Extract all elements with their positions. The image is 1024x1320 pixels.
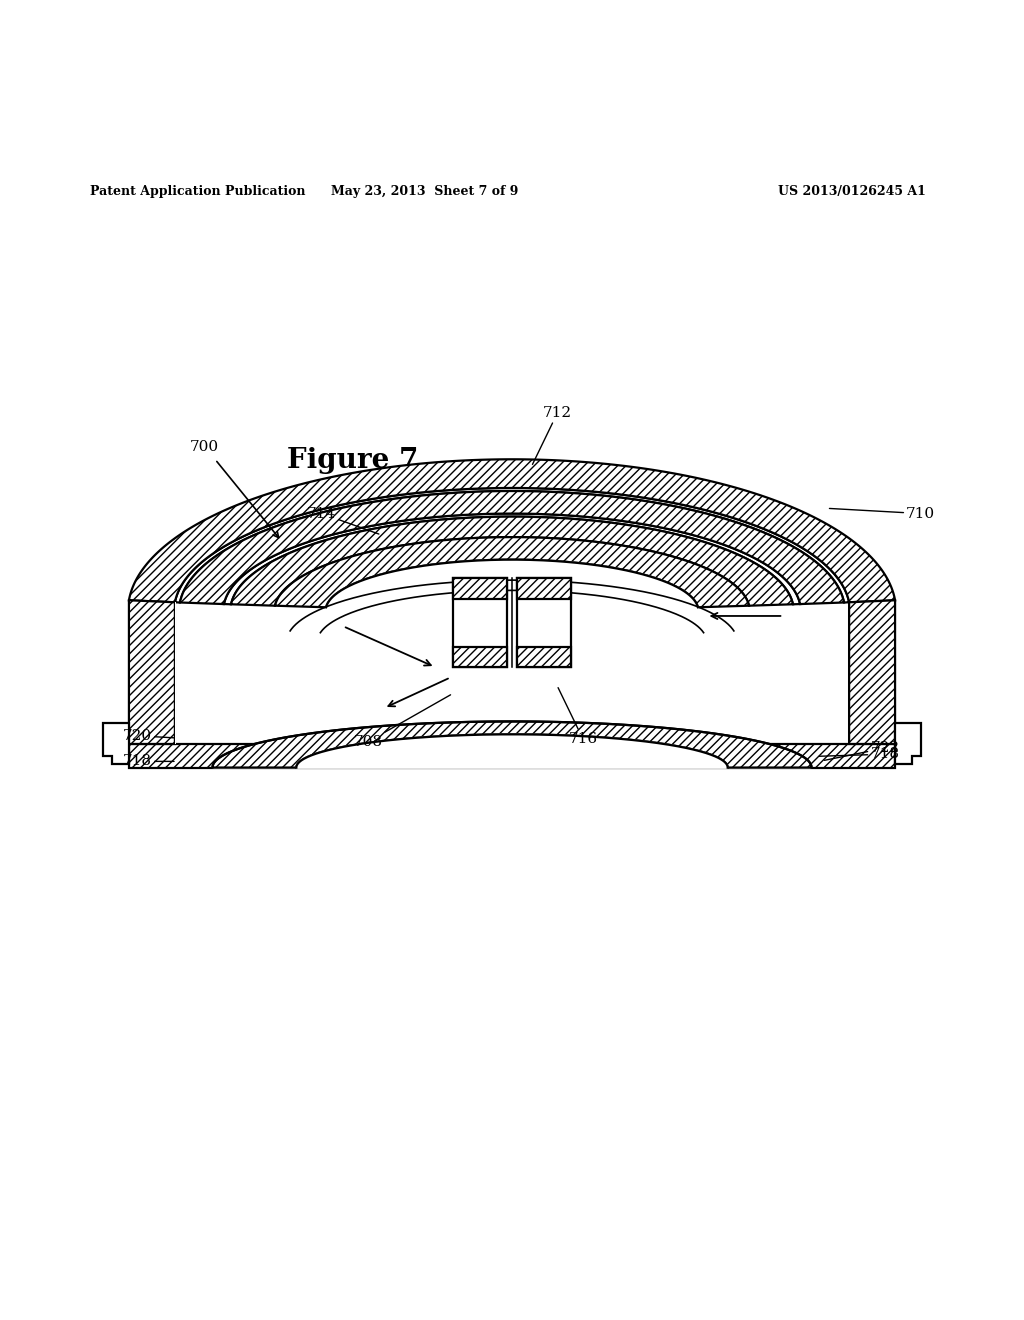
Polygon shape bbox=[103, 723, 129, 764]
Text: May 23, 2013  Sheet 7 of 9: May 23, 2013 Sheet 7 of 9 bbox=[332, 185, 518, 198]
Text: 722: 722 bbox=[824, 741, 899, 760]
Polygon shape bbox=[296, 734, 728, 767]
Polygon shape bbox=[213, 722, 811, 767]
Text: 714: 714 bbox=[307, 507, 379, 535]
Text: 720: 720 bbox=[123, 729, 174, 743]
Polygon shape bbox=[129, 459, 895, 602]
Text: 710: 710 bbox=[829, 507, 935, 520]
Polygon shape bbox=[129, 601, 175, 744]
Polygon shape bbox=[224, 513, 800, 605]
Polygon shape bbox=[108, 449, 916, 780]
Polygon shape bbox=[213, 722, 811, 767]
Polygon shape bbox=[275, 537, 749, 607]
Polygon shape bbox=[453, 578, 507, 598]
Text: Patent Application Publication: Patent Application Publication bbox=[90, 185, 305, 198]
Text: 716: 716 bbox=[558, 688, 597, 746]
Polygon shape bbox=[453, 578, 507, 667]
Polygon shape bbox=[175, 488, 849, 602]
Polygon shape bbox=[849, 601, 895, 744]
Text: Figure 7: Figure 7 bbox=[287, 446, 418, 474]
Text: 708: 708 bbox=[353, 694, 451, 748]
Text: 718: 718 bbox=[819, 747, 899, 762]
Polygon shape bbox=[180, 491, 844, 605]
Polygon shape bbox=[231, 516, 793, 606]
Polygon shape bbox=[517, 578, 571, 598]
Polygon shape bbox=[129, 744, 895, 767]
Polygon shape bbox=[517, 578, 571, 667]
Polygon shape bbox=[453, 647, 507, 667]
Text: US 2013/0126245 A1: US 2013/0126245 A1 bbox=[778, 185, 926, 198]
Text: 712: 712 bbox=[532, 407, 571, 465]
Polygon shape bbox=[326, 560, 698, 611]
Text: 718: 718 bbox=[123, 754, 174, 768]
Polygon shape bbox=[175, 602, 176, 744]
Text: 700: 700 bbox=[189, 440, 218, 454]
Polygon shape bbox=[895, 723, 921, 764]
Polygon shape bbox=[517, 647, 571, 667]
